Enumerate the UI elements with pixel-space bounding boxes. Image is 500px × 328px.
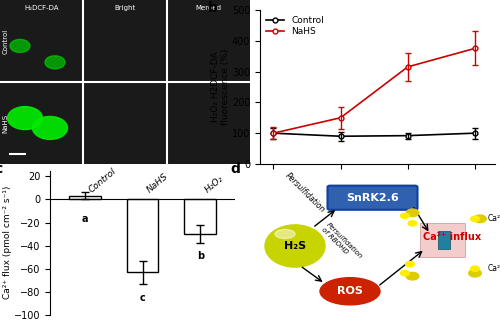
Text: c: c (140, 293, 145, 303)
Legend: Control, NaHS: Control, NaHS (264, 14, 326, 38)
Circle shape (406, 272, 419, 280)
Text: c: c (0, 162, 3, 176)
Bar (69, 196, 100, 199)
Text: ROS: ROS (337, 286, 363, 296)
Text: NaHS: NaHS (146, 172, 170, 195)
Ellipse shape (400, 271, 409, 276)
Ellipse shape (265, 225, 325, 267)
Bar (126, 199, 158, 272)
Circle shape (32, 116, 68, 139)
Text: Bright: Bright (114, 5, 136, 11)
Ellipse shape (400, 213, 409, 218)
Text: b: b (197, 251, 204, 261)
Y-axis label: Ca²⁺ flux (pmol cm⁻² s⁻¹): Ca²⁺ flux (pmol cm⁻² s⁻¹) (4, 186, 13, 299)
Bar (184, 199, 216, 234)
FancyBboxPatch shape (438, 231, 450, 249)
Circle shape (8, 107, 42, 130)
Ellipse shape (275, 229, 295, 238)
Ellipse shape (320, 278, 380, 305)
Circle shape (474, 215, 486, 223)
Ellipse shape (408, 221, 417, 226)
Text: SnRK2.6: SnRK2.6 (346, 193, 399, 203)
Text: H₂O₂: H₂O₂ (203, 174, 225, 195)
Text: Persulfidation: Persulfidation (284, 172, 327, 215)
Text: Ca²⁺ influx: Ca²⁺ influx (424, 232, 482, 242)
Text: Ca²⁺: Ca²⁺ (488, 264, 500, 273)
Ellipse shape (470, 216, 480, 221)
Y-axis label: H₂O₂ H2DCF-DA
fluorescence (%): H₂O₂ H2DCF-DA fluorescence (%) (211, 49, 231, 125)
Text: Merged: Merged (196, 5, 222, 11)
Text: NaHS: NaHS (2, 113, 8, 133)
X-axis label: Time (min): Time (min) (351, 189, 404, 199)
Text: H₂DCF-DA: H₂DCF-DA (24, 5, 59, 11)
Text: Ca²⁺: Ca²⁺ (488, 214, 500, 223)
Ellipse shape (470, 266, 480, 271)
Circle shape (10, 39, 30, 52)
Text: b: b (208, 1, 218, 14)
Text: Control: Control (2, 29, 8, 53)
Ellipse shape (406, 261, 414, 267)
Circle shape (406, 209, 419, 216)
FancyBboxPatch shape (328, 186, 418, 210)
Circle shape (45, 56, 65, 69)
Text: H₂S: H₂S (284, 241, 306, 251)
FancyBboxPatch shape (420, 223, 465, 256)
Text: Persulfidation
of RBOHD: Persulfidation of RBOHD (320, 222, 364, 265)
Text: Control: Control (88, 167, 118, 195)
Circle shape (469, 269, 481, 277)
Text: d: d (230, 161, 240, 175)
Text: a: a (82, 215, 88, 224)
